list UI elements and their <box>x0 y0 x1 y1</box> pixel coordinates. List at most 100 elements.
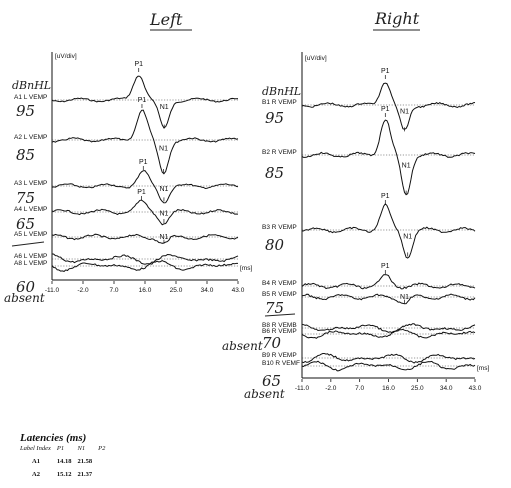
left-unit-label: [uV/div] <box>55 53 77 60</box>
right-x-tick: 25.0 <box>411 385 424 392</box>
left-trace-label: A8 L VEMP <box>14 260 47 267</box>
left-trace-6: A6 L VEMP <box>14 253 239 265</box>
left-waveform <box>51 170 239 204</box>
left-n1-marker: N1 <box>159 186 168 193</box>
right-waveform <box>301 328 476 339</box>
right-handwritten-label: 85 <box>265 164 284 182</box>
right-x-tick: 7.0 <box>355 385 364 392</box>
right-header: Right <box>374 9 420 28</box>
left-n1-marker: N1 <box>160 104 169 111</box>
left-panel: [uV/div] [ms] -11.0 -2.0 7.0 16.0 25.0 34.0 43… <box>4 52 252 305</box>
latencies-table: Label Index P1 N1 P2 A1 14.18 21.58 A2 15.12 21.… <box>20 444 111 479</box>
right-x-tick: 43.0 <box>469 385 482 392</box>
latency-cell: 21.37 <box>77 471 93 478</box>
latency-cell <box>98 466 111 479</box>
right-trace-6: B8 R VEMB <box>262 322 476 334</box>
left-x-tick: -11.0 <box>45 287 60 294</box>
latency-cell <box>98 453 111 466</box>
right-trace-label: B8 R VEMB <box>262 322 297 329</box>
right-trace-label: B9 R VEMP <box>262 352 297 359</box>
right-handwritten-label: 80 <box>265 236 285 254</box>
right-handwritten-label: absent <box>222 339 263 353</box>
right-x-tick: 34.0 <box>440 385 453 392</box>
latency-column-header: N1 <box>77 445 86 452</box>
left-handwritten-label: 75 <box>16 189 35 207</box>
latency-row: A1 14.18 21.58 <box>20 453 111 466</box>
latencies-header-row: Label Index P1 N1 P2 <box>20 444 111 453</box>
right-panel: [uV/div] [ms] -11.0 -2.0 7.0 16.0 25.0 34.0 43… <box>222 52 489 401</box>
right-trace-label: B3 R VEMP <box>262 224 297 231</box>
right-waveform <box>301 360 476 372</box>
left-trace-label: A5 L VEMP <box>14 231 47 238</box>
left-x-tick: 34.0 <box>201 287 214 294</box>
latency-column-header: Label Index <box>20 445 51 452</box>
right-trace-label: B1 R VEMP <box>262 99 297 106</box>
left-x-tick: 25.0 <box>170 287 183 294</box>
latencies-title: Latencies (ms) <box>20 432 87 444</box>
left-p1-marker: P1 <box>138 97 147 104</box>
right-x-tick: -11.0 <box>295 385 310 392</box>
left-ms-label: [ms] <box>240 265 252 272</box>
left-p1-marker: P1 <box>134 61 143 68</box>
left-handwritten-label: absent <box>4 291 45 305</box>
right-waveform <box>301 274 476 290</box>
right-waveform <box>301 82 476 130</box>
right-trace-8: B9 R VEMP <box>262 352 476 364</box>
right-trace-label: B2 R VEMP <box>262 149 297 156</box>
right-trace-label: B4 R VEMP <box>262 280 297 287</box>
left-waveform <box>51 260 238 272</box>
left-waveform <box>51 109 239 175</box>
left-header: Left <box>149 10 183 29</box>
right-trace-2: B2 R VEMP P1 N1 <box>262 106 476 196</box>
right-x-tick: -2.0 <box>325 385 337 392</box>
left-x-tick: 16.0 <box>139 287 152 294</box>
right-trace-label: B5 R VEMP <box>262 291 297 298</box>
left-n1-marker: N1 <box>159 234 168 241</box>
left-waveform <box>51 75 239 129</box>
right-waveform <box>301 119 476 196</box>
right-trace-4: B4 R VEMP P1 <box>262 263 476 290</box>
right-x-ticks: -11.0 -2.0 7.0 16.0 25.0 34.0 43.0 <box>295 379 482 392</box>
left-handwritten-label: 60 <box>16 278 36 296</box>
left-trace-7: A8 L VEMP <box>14 260 238 272</box>
left-trace-label: A2 L VEMP <box>14 134 47 141</box>
left-x-tick: 43.0 <box>232 287 245 294</box>
right-p1-marker: P1 <box>381 68 390 75</box>
right-p1-marker: P1 <box>381 106 390 113</box>
right-trace-label: B6 R VEMP <box>262 328 297 335</box>
right-ms-label: [ms] <box>477 365 489 372</box>
left-trace-3: A3 L VEMP P1 N1 <box>14 159 239 204</box>
latency-cell: A2 <box>32 471 40 478</box>
latencies-body: A1 14.18 21.58 A2 15.12 21.37 <box>20 453 111 479</box>
left-trace-1: A1 L VEMP P1 N1 <box>14 61 239 129</box>
right-waveform <box>301 203 476 259</box>
right-handwritten-label: absent <box>244 387 285 401</box>
left-waveform <box>51 233 239 244</box>
right-waveform <box>301 353 476 364</box>
left-trace-label: A3 L VEMP <box>14 180 47 187</box>
right-trace-label: B10 R VEMF <box>262 360 300 367</box>
right-waveform <box>301 293 476 305</box>
right-n1-marker: N1 <box>400 294 409 301</box>
left-x-tick: 7.0 <box>109 287 118 294</box>
left-n1-marker: N1 <box>159 211 168 218</box>
left-x-ticks: -11.0 -2.0 7.0 16.0 25.0 34.0 43.0 <box>45 281 245 294</box>
right-n1-marker: N1 <box>402 163 411 170</box>
left-trace-2: A2 L VEMP P1 N1 <box>14 97 239 175</box>
right-p1-marker: P1 <box>381 193 390 200</box>
latency-column-header: P2 <box>98 445 106 452</box>
left-trace-label: A6 L VEMP <box>14 253 47 260</box>
right-n1-marker: N1 <box>403 233 412 240</box>
latency-cell: A1 <box>32 458 40 465</box>
left-handwritten-label: 65 <box>16 215 35 233</box>
left-trace-4: A4 L VEMP P1 N1 <box>14 189 239 226</box>
left-handwritten-label: 85 <box>16 146 35 164</box>
right-p1-marker: P1 <box>381 263 390 270</box>
left-waveform <box>51 199 239 226</box>
left-n1-marker: N1 <box>159 146 168 153</box>
